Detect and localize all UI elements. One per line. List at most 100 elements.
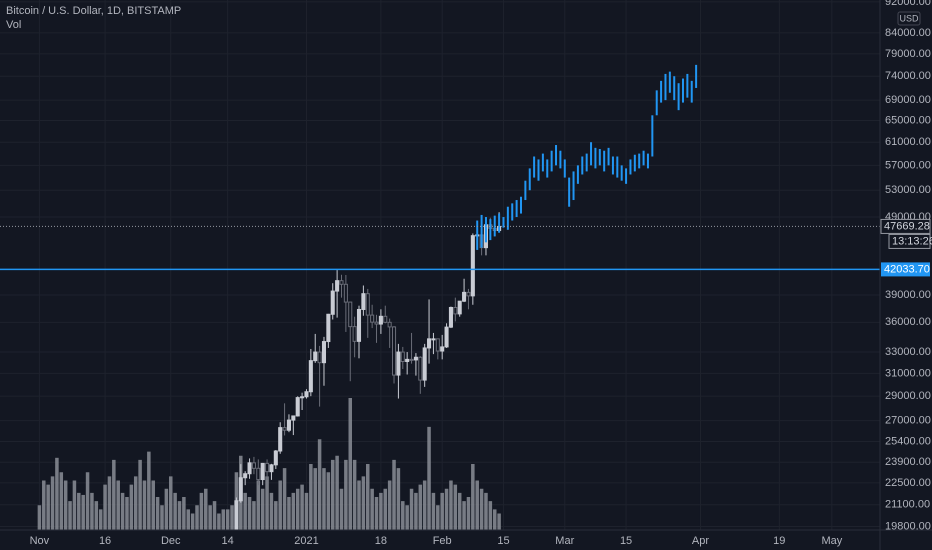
- axes: 92000.00 84000.00 79000.00 74000.00 69000.00…: [30, 0, 932, 547]
- volume-bar: [199, 492, 204, 530]
- volume-bar: [440, 492, 444, 530]
- x-tick-label: 15: [497, 535, 509, 547]
- volume-bar: [295, 488, 300, 530]
- volume-bar: [77, 492, 81, 530]
- y-tick-label: 33000.00: [885, 346, 931, 358]
- grid: [0, 0, 880, 530]
- volume-bar: [313, 468, 317, 530]
- candle-body: [352, 326, 357, 342]
- volume-bar: [217, 513, 221, 530]
- candle-body: [431, 338, 436, 341]
- volume-bar: [221, 509, 226, 530]
- currency-box[interactable]: [897, 11, 921, 26]
- candle-body: [348, 301, 353, 328]
- candle-body: [462, 291, 467, 302]
- volume-bar: [449, 480, 453, 530]
- volume-bar: [471, 464, 475, 530]
- candle-body: [282, 427, 287, 431]
- volume-bar: [282, 468, 287, 530]
- candle-body: [400, 351, 405, 362]
- volume-bar: [330, 459, 335, 530]
- candle-body: [256, 467, 261, 481]
- y-tick-label: 39000.00: [885, 289, 931, 301]
- candle-body: [374, 321, 379, 325]
- volume-bar: [422, 480, 427, 530]
- y-tick-label: 29000.00: [885, 390, 931, 402]
- volume-bar: [63, 480, 68, 530]
- volume-bar: [475, 480, 479, 530]
- volume-legend: Vol: [6, 19, 21, 31]
- volume-bar: [155, 497, 160, 530]
- candle-body: [317, 351, 322, 364]
- volume-bar: [182, 497, 186, 530]
- y-tick-label: 69000.00: [885, 94, 931, 106]
- candle-body: [273, 450, 278, 466]
- volume-bar: [112, 459, 116, 530]
- volume-bar: [387, 480, 392, 530]
- volume-bar: [125, 497, 129, 530]
- volume-bar: [278, 480, 282, 530]
- volume-bar: [269, 492, 274, 530]
- candle-body: [466, 291, 471, 297]
- volume-bar: [396, 468, 401, 530]
- candle-body: [326, 313, 331, 343]
- volume-bar: [352, 459, 357, 530]
- y-tick-label: 36000.00: [885, 316, 931, 328]
- volume-bar: [361, 476, 366, 530]
- volume-bar: [274, 501, 278, 530]
- plot-area: [0, 64, 880, 530]
- volume-bar: [348, 398, 352, 530]
- volume-bar: [436, 505, 440, 530]
- candle-body: [251, 462, 256, 469]
- volume-bar: [370, 488, 374, 530]
- volume-bar: [247, 497, 252, 530]
- y-tick-label: 23900.00: [885, 456, 931, 468]
- volume-bar: [151, 480, 155, 530]
- candle-body: [453, 306, 458, 315]
- hline-label-box: [881, 262, 930, 277]
- x-tick-label: Dec: [161, 535, 181, 547]
- y-tick-label: 79000.00: [885, 48, 931, 60]
- volume-bar: [212, 501, 217, 530]
- candle-body: [260, 462, 265, 481]
- last-price-box: [880, 218, 931, 234]
- volume-bar: [160, 505, 164, 530]
- volume-bar: [177, 501, 182, 530]
- volume-bar: [300, 484, 304, 530]
- candle-body: [440, 346, 445, 352]
- volume-bar: [379, 492, 383, 530]
- volume-bar: [431, 492, 436, 530]
- candle-body: [278, 427, 283, 452]
- volume-bar: [335, 455, 339, 530]
- candle-body: [444, 326, 449, 348]
- x-tick-label: 16: [99, 535, 111, 547]
- volume-bar: [46, 484, 50, 530]
- volume-bar: [256, 480, 261, 530]
- volume-bar: [133, 476, 138, 530]
- volume-bar: [457, 492, 462, 530]
- currency[interactable]: USD: [899, 13, 919, 23]
- x-tick-label: Nov: [30, 535, 50, 547]
- volume-bar: [243, 492, 247, 530]
- volume-bar: [37, 505, 42, 530]
- candle-body: [313, 351, 318, 362]
- x-tick-label: Feb: [433, 535, 452, 547]
- volume-bar: [164, 488, 169, 530]
- candle-body: [343, 283, 348, 303]
- candle-body: [356, 308, 362, 342]
- candle-body: [427, 338, 432, 349]
- volume-bar: [260, 488, 265, 530]
- volume-bar: [50, 476, 55, 530]
- volume-bar: [90, 492, 94, 530]
- volume-bar: [186, 509, 191, 530]
- y-tick-label: 57000.00: [885, 159, 931, 171]
- x-tick-label: 19: [773, 535, 785, 547]
- volume-bar: [497, 513, 501, 530]
- candle-body: [409, 358, 414, 361]
- volume-bar: [418, 484, 423, 530]
- volume-bar: [59, 472, 64, 530]
- candle-body: [265, 462, 270, 473]
- volume-bar: [225, 509, 230, 530]
- volume-bar: [317, 439, 322, 530]
